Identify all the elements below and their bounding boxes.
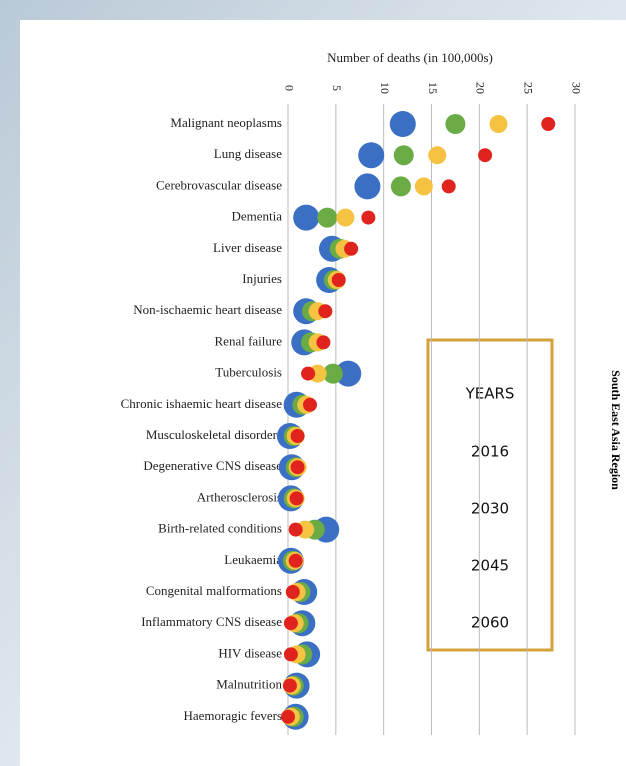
legend-entry: 2016 <box>471 443 509 461</box>
dot <box>289 491 304 506</box>
dot <box>489 115 508 133</box>
legend-title: YEARS <box>465 385 515 403</box>
dot <box>282 678 297 693</box>
dot <box>317 207 338 228</box>
category-label: Liver disease <box>213 240 282 255</box>
dot <box>344 241 359 256</box>
x-tick-label: 5 <box>330 85 344 91</box>
dot <box>541 117 556 131</box>
dot <box>393 145 414 166</box>
dot <box>303 397 318 412</box>
x-tick-label: 0 <box>282 85 296 91</box>
x-tick-label: 20 <box>474 82 488 94</box>
dot <box>361 210 376 225</box>
side-label: South East Asia Region <box>609 370 623 490</box>
category-label: Artherosclerosis <box>197 489 282 504</box>
dot <box>335 360 362 387</box>
dot <box>301 366 316 381</box>
dot <box>283 647 298 662</box>
x-axis-title: Number of deaths (in 100,000s) <box>327 50 493 65</box>
dot <box>322 363 343 384</box>
dot <box>336 208 355 227</box>
dot <box>288 553 303 568</box>
category-label: Injuries <box>242 271 282 286</box>
x-tick-label: 30 <box>569 82 583 94</box>
dot <box>390 176 411 197</box>
category-label: Degenerative CNS disease <box>143 458 282 473</box>
dot <box>290 460 305 475</box>
dot <box>285 585 300 599</box>
dot <box>318 304 333 319</box>
dot <box>293 204 320 231</box>
category-label: Chronic ishaemic heart disease <box>121 396 283 411</box>
x-tick-label: 10 <box>378 82 392 94</box>
category-label: Musculoskeletal disorders <box>146 427 282 442</box>
x-tick-label: 15 <box>426 82 440 94</box>
category-label: Birth-related conditions <box>158 521 282 536</box>
category-label: Dementia <box>231 209 282 224</box>
dot <box>316 335 331 350</box>
legend-entry: 2030 <box>471 500 509 518</box>
panel <box>20 20 626 766</box>
category-label: Congenital malformations <box>146 583 282 598</box>
category-label: Haemoragic fevers <box>183 708 282 723</box>
dot <box>354 173 381 200</box>
dot <box>428 146 447 165</box>
legend-box <box>426 338 554 652</box>
legend-entry: 2045 <box>471 557 509 575</box>
dot <box>331 273 346 287</box>
dot <box>441 179 456 194</box>
x-tick-label: 25 <box>521 82 535 94</box>
category-label: HIV disease <box>218 645 282 660</box>
dot <box>288 522 303 537</box>
dot <box>478 148 493 163</box>
category-label: Malignant neoplasms <box>170 115 282 130</box>
dot <box>445 114 466 134</box>
category-label: Inflammatory CNS disease <box>141 614 282 629</box>
category-label: Malnutrition <box>216 677 282 692</box>
dot <box>414 177 433 196</box>
category-label: Renal failure <box>215 333 283 348</box>
dot <box>281 709 295 724</box>
category-label: Non-ischaemic heart disease <box>133 302 282 317</box>
legend-entry: 2060 <box>471 614 509 632</box>
dot <box>358 142 385 169</box>
dot <box>290 429 305 443</box>
category-label: Leukaemia <box>224 552 282 567</box>
dot <box>283 616 298 631</box>
category-label: Lung disease <box>214 146 282 161</box>
dot <box>389 111 416 137</box>
category-label: Cerebrovascular disease <box>156 177 282 192</box>
category-label: Tuberculosis <box>215 365 282 380</box>
